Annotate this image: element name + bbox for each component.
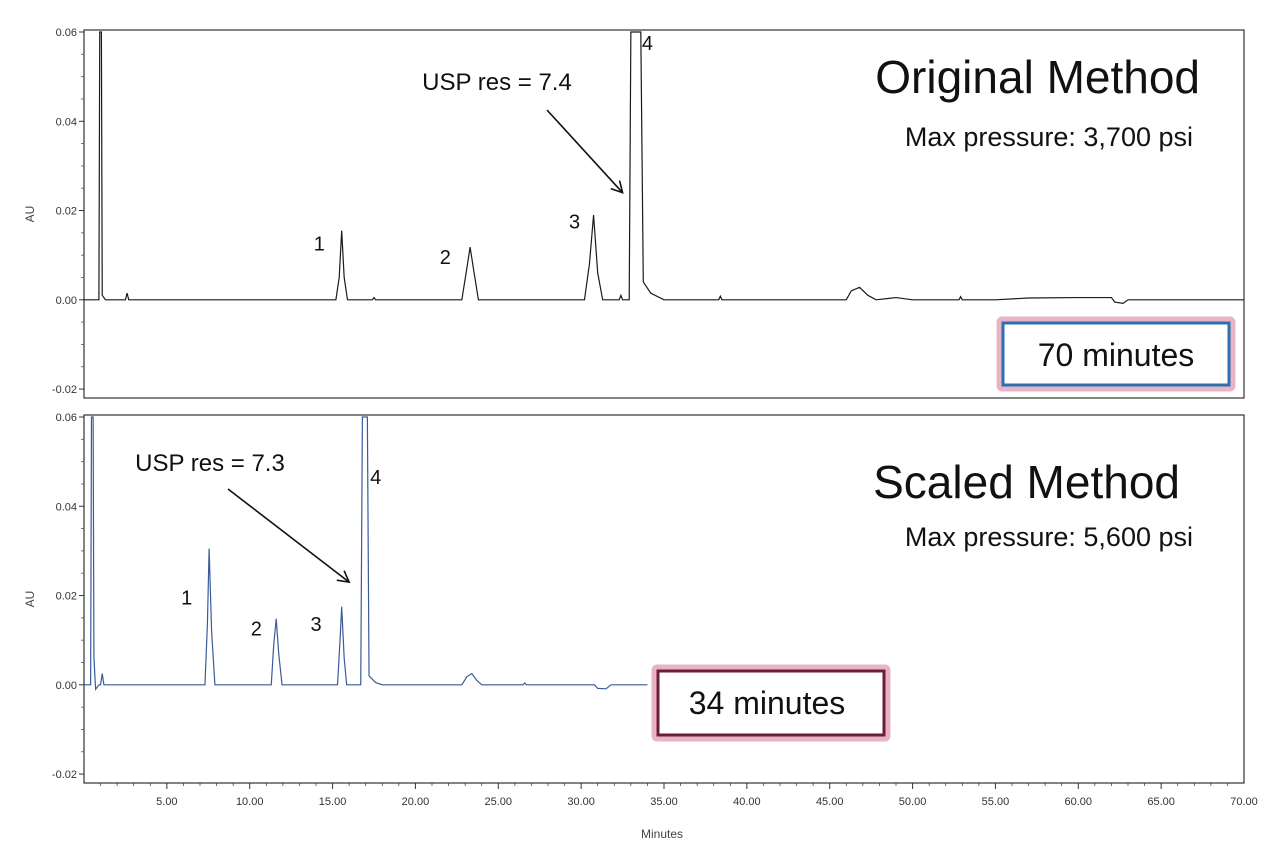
x-tick-label-8: 45.00: [816, 796, 844, 808]
bottom-usp-annotation: USP res = 7.3: [135, 450, 351, 584]
bottom-y-axis-label: AU: [23, 591, 37, 608]
bottom-y-tick-label-4: -0.02: [52, 769, 77, 781]
x-axis-label: Minutes: [641, 827, 683, 841]
bottom-time-box-border: [656, 669, 886, 737]
top-y-ticks: 0.06 0.04 0.02 0.00 -0.02: [52, 27, 84, 396]
top-peak-label-2: 2: [440, 247, 451, 269]
top-usp-annotation: USP res = 7.4: [422, 69, 624, 194]
time-box-34-minutes: 34 minutes: [651, 664, 891, 742]
time-label-34: 34 minutes: [689, 685, 846, 721]
bottom-chromatogram: [84, 416, 648, 691]
x-tick-label-2: 15.00: [319, 796, 347, 808]
bottom-y-tick-label-0: 0.06: [56, 412, 77, 424]
top-y-tick-label-0: 0.06: [56, 27, 77, 39]
top-y-axis-label: AU: [23, 206, 37, 223]
bottom-usp-arrow: [227, 488, 351, 584]
time-box-70-minutes: 70 minutes: [996, 316, 1236, 392]
top-time-box-border: [1001, 321, 1231, 387]
top-peak-label-4: 4: [642, 33, 653, 55]
bottom-y-tick-label-2: 0.02: [56, 591, 77, 603]
x-tick-label-12: 65.00: [1147, 796, 1175, 808]
x-ticks: 5.00 10.00 15.00 20.00 25.00 30.00 35.00 40.00 4…: [100, 783, 1258, 808]
bottom-peak-labels: 1 2 3 4: [181, 467, 381, 641]
bottom-peak-label-2: 2: [251, 619, 262, 641]
scaled-method-title: Scaled Method: [873, 456, 1180, 508]
top-y-tick-label-3: 0.00: [56, 295, 77, 307]
top-time-box-glow: [996, 316, 1236, 392]
top-series-line-0: [84, 31, 1244, 305]
x-tick-label-13: 70.00: [1230, 796, 1258, 808]
original-max-pressure: Max pressure: 3,700 psi: [905, 122, 1193, 152]
bottom-peak-label-3: 3: [310, 614, 321, 636]
top-usp-res-label: USP res = 7.4: [422, 69, 572, 96]
x-tick-label-4: 25.00: [485, 796, 513, 808]
original-method-panel: AU 0.06 0.04 0.02 0.00 -0.02 1 2 3 4 USP res = …: [23, 27, 1245, 399]
scaled-method-panel: AU 0.06 0.04 0.02 0.00 -0.02 5.00 10.00 15.00 2…: [23, 412, 1258, 841]
scaled-max-pressure: Max pressure: 5,600 psi: [905, 522, 1193, 552]
top-y-tick-label-4: -0.02: [52, 384, 77, 396]
top-chromatogram: [84, 31, 1244, 305]
time-label-70: 70 minutes: [1038, 337, 1195, 373]
bottom-peak-label-1: 1: [181, 587, 192, 609]
bottom-y-tick-label-3: 0.00: [56, 680, 77, 692]
top-peak-label-1: 1: [314, 234, 325, 256]
x-tick-label-3: 20.00: [402, 796, 430, 808]
bottom-time-box-glow: [651, 664, 891, 742]
bottom-y-ticks: 0.06 0.04 0.02 0.00 -0.02: [52, 412, 84, 781]
x-tick-label-11: 60.00: [1065, 796, 1093, 808]
top-peak-labels: 1 2 3 4: [314, 33, 653, 269]
original-method-title: Original Method: [875, 51, 1200, 103]
x-tick-label-6: 35.00: [650, 796, 678, 808]
x-tick-label-7: 40.00: [733, 796, 761, 808]
top-y-tick-label-1: 0.04: [56, 116, 77, 128]
top-peak-label-3: 3: [569, 211, 580, 233]
bottom-y-tick-label-1: 0.04: [56, 501, 77, 513]
x-tick-label-0: 5.00: [156, 796, 177, 808]
bottom-peak-label-4: 4: [370, 467, 381, 489]
x-tick-label-5: 30.00: [567, 796, 595, 808]
bottom-usp-res-label: USP res = 7.3: [135, 450, 285, 477]
top-usp-arrow: [546, 109, 624, 194]
x-tick-label-9: 50.00: [899, 796, 927, 808]
x-tick-label-1: 10.00: [236, 796, 264, 808]
bottom-series-line-0: [84, 416, 648, 691]
top-y-tick-label-2: 0.02: [56, 206, 77, 218]
x-tick-label-10: 55.00: [982, 796, 1010, 808]
